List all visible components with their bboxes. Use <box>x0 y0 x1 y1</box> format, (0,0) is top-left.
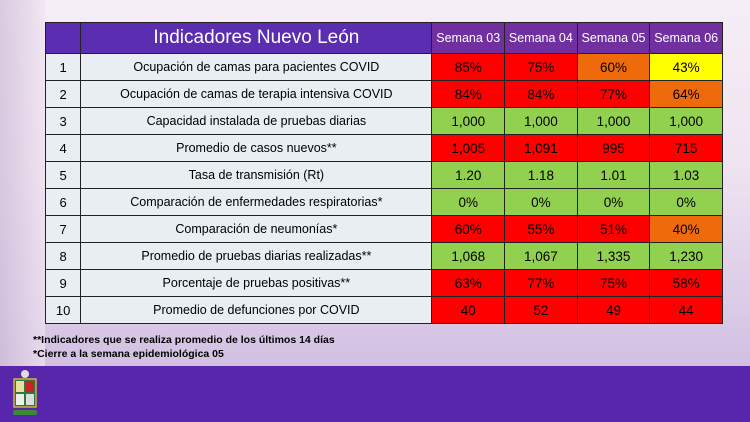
indicator-value: 85% <box>431 53 506 81</box>
indicator-value: 715 <box>649 134 723 162</box>
indicator-label: Ocupación de camas de terapia intensiva … <box>80 80 433 108</box>
indicator-value: 84% <box>431 80 506 108</box>
row-number: 3 <box>44 107 82 135</box>
footer-bar <box>0 366 750 422</box>
indicator-value: 58% <box>649 269 723 297</box>
table-row: 8 Promedio de pruebas diarias realizadas*… <box>44 242 723 270</box>
indicator-value: 1.03 <box>649 161 723 189</box>
indicator-label: Ocupación de camas para pacientes COVID <box>80 53 433 81</box>
indicator-value: 1,091 <box>504 134 578 162</box>
indicator-value: 49 <box>576 296 651 324</box>
indicator-value: 75% <box>576 269 651 297</box>
row-number: 6 <box>44 188 82 216</box>
indicator-value: 1,005 <box>431 134 506 162</box>
indicator-value: 1,000 <box>431 107 506 135</box>
indicator-value: 1.20 <box>431 161 506 189</box>
row-number: 7 <box>44 215 82 243</box>
indicator-value: 0% <box>431 188 506 216</box>
indicator-value: 51% <box>576 215 651 243</box>
indicator-label: Comparación de enfermedades respiratoria… <box>80 188 433 216</box>
footnotes: **Indicadores que se realiza promedio de… <box>33 333 335 361</box>
table-row: 3 Capacidad instalada de pruebas diarias 1… <box>44 107 723 135</box>
coat-of-arms-logo <box>13 370 37 415</box>
indicator-value: 55% <box>504 215 578 243</box>
indicator-value: 1.18 <box>504 161 578 189</box>
indicator-label: Tasa de transmisión (Rt) <box>80 161 433 189</box>
row-number: 8 <box>44 242 82 270</box>
indicator-label: Comparación de neumonías* <box>80 215 433 243</box>
background <box>0 0 45 366</box>
indicator-value: 64% <box>649 80 723 108</box>
indicator-value: 1,000 <box>649 107 723 135</box>
table-row: 2 Ocupación de camas de terapia intensiva… <box>44 80 723 108</box>
indicator-value: 77% <box>576 80 651 108</box>
row-number: 1 <box>44 53 82 81</box>
indicator-value: 84% <box>504 80 578 108</box>
row-number: 9 <box>44 269 82 297</box>
row-number: 4 <box>44 134 82 162</box>
indicators-table: Indicadores Nuevo León Semana 03 Semana 0… <box>44 22 723 324</box>
week-header: Semana 05 <box>576 22 651 54</box>
indicator-value: 63% <box>431 269 506 297</box>
table-row: 6 Comparación de enfermedades respiratori… <box>44 188 723 216</box>
indicator-value: 75% <box>504 53 578 81</box>
indicator-value: 40 <box>431 296 506 324</box>
footnote: **Indicadores que se realiza promedio de… <box>33 334 335 346</box>
table-row: 7 Comparación de neumonías* 60% 55% 51% 40% <box>44 215 723 243</box>
table-row: 1 Ocupación de camas para pacientes COVID… <box>44 53 723 81</box>
row-number: 5 <box>44 161 82 189</box>
indicator-value: 1,067 <box>504 242 578 270</box>
indicator-value: 1,000 <box>576 107 651 135</box>
row-number: 2 <box>44 80 82 108</box>
indicator-label: Promedio de pruebas diarias realizadas** <box>80 242 433 270</box>
indicator-label: Promedio de defunciones por COVID <box>80 296 433 324</box>
table-row: 9 Porcentaje de pruebas positivas** 63% 77%… <box>44 269 723 297</box>
table-title: Indicadores Nuevo León <box>80 22 433 54</box>
indicator-value: 0% <box>576 188 651 216</box>
indicator-value: 0% <box>504 188 578 216</box>
table-row: 5 Tasa de transmisión (Rt) 1.20 1.18 1.01 1.0… <box>44 161 723 189</box>
week-header: Semana 03 <box>431 22 506 54</box>
indicator-label: Porcentaje de pruebas positivas** <box>80 269 433 297</box>
footnote: *Cierre a la semana epidemiológica 05 <box>33 348 224 360</box>
indicator-value: 1,230 <box>649 242 723 270</box>
indicator-value: 0% <box>649 188 723 216</box>
indicator-value: 1,068 <box>431 242 506 270</box>
indicator-value: 77% <box>504 269 578 297</box>
indicator-value: 43% <box>649 53 723 81</box>
indicator-value: 52 <box>504 296 578 324</box>
row-number: 10 <box>44 296 82 324</box>
corner-cell <box>44 22 82 54</box>
indicator-value: 60% <box>431 215 506 243</box>
indicator-label: Promedio de casos nuevos** <box>80 134 433 162</box>
indicator-value: 44 <box>649 296 723 324</box>
table-row: 4 Promedio de casos nuevos** 1,005 1,091 995… <box>44 134 723 162</box>
table-row: 10 Promedio de defunciones por COVID 40 52 4… <box>44 296 723 324</box>
indicator-value: 1,335 <box>576 242 651 270</box>
indicator-label: Capacidad instalada de pruebas diarias <box>80 107 433 135</box>
indicator-value: 60% <box>576 53 651 81</box>
week-header: Semana 04 <box>504 22 578 54</box>
indicator-value: 40% <box>649 215 723 243</box>
indicator-value: 995 <box>576 134 651 162</box>
indicator-value: 1,000 <box>504 107 578 135</box>
week-header: Semana 06 <box>649 22 723 54</box>
indicator-value: 1.01 <box>576 161 651 189</box>
